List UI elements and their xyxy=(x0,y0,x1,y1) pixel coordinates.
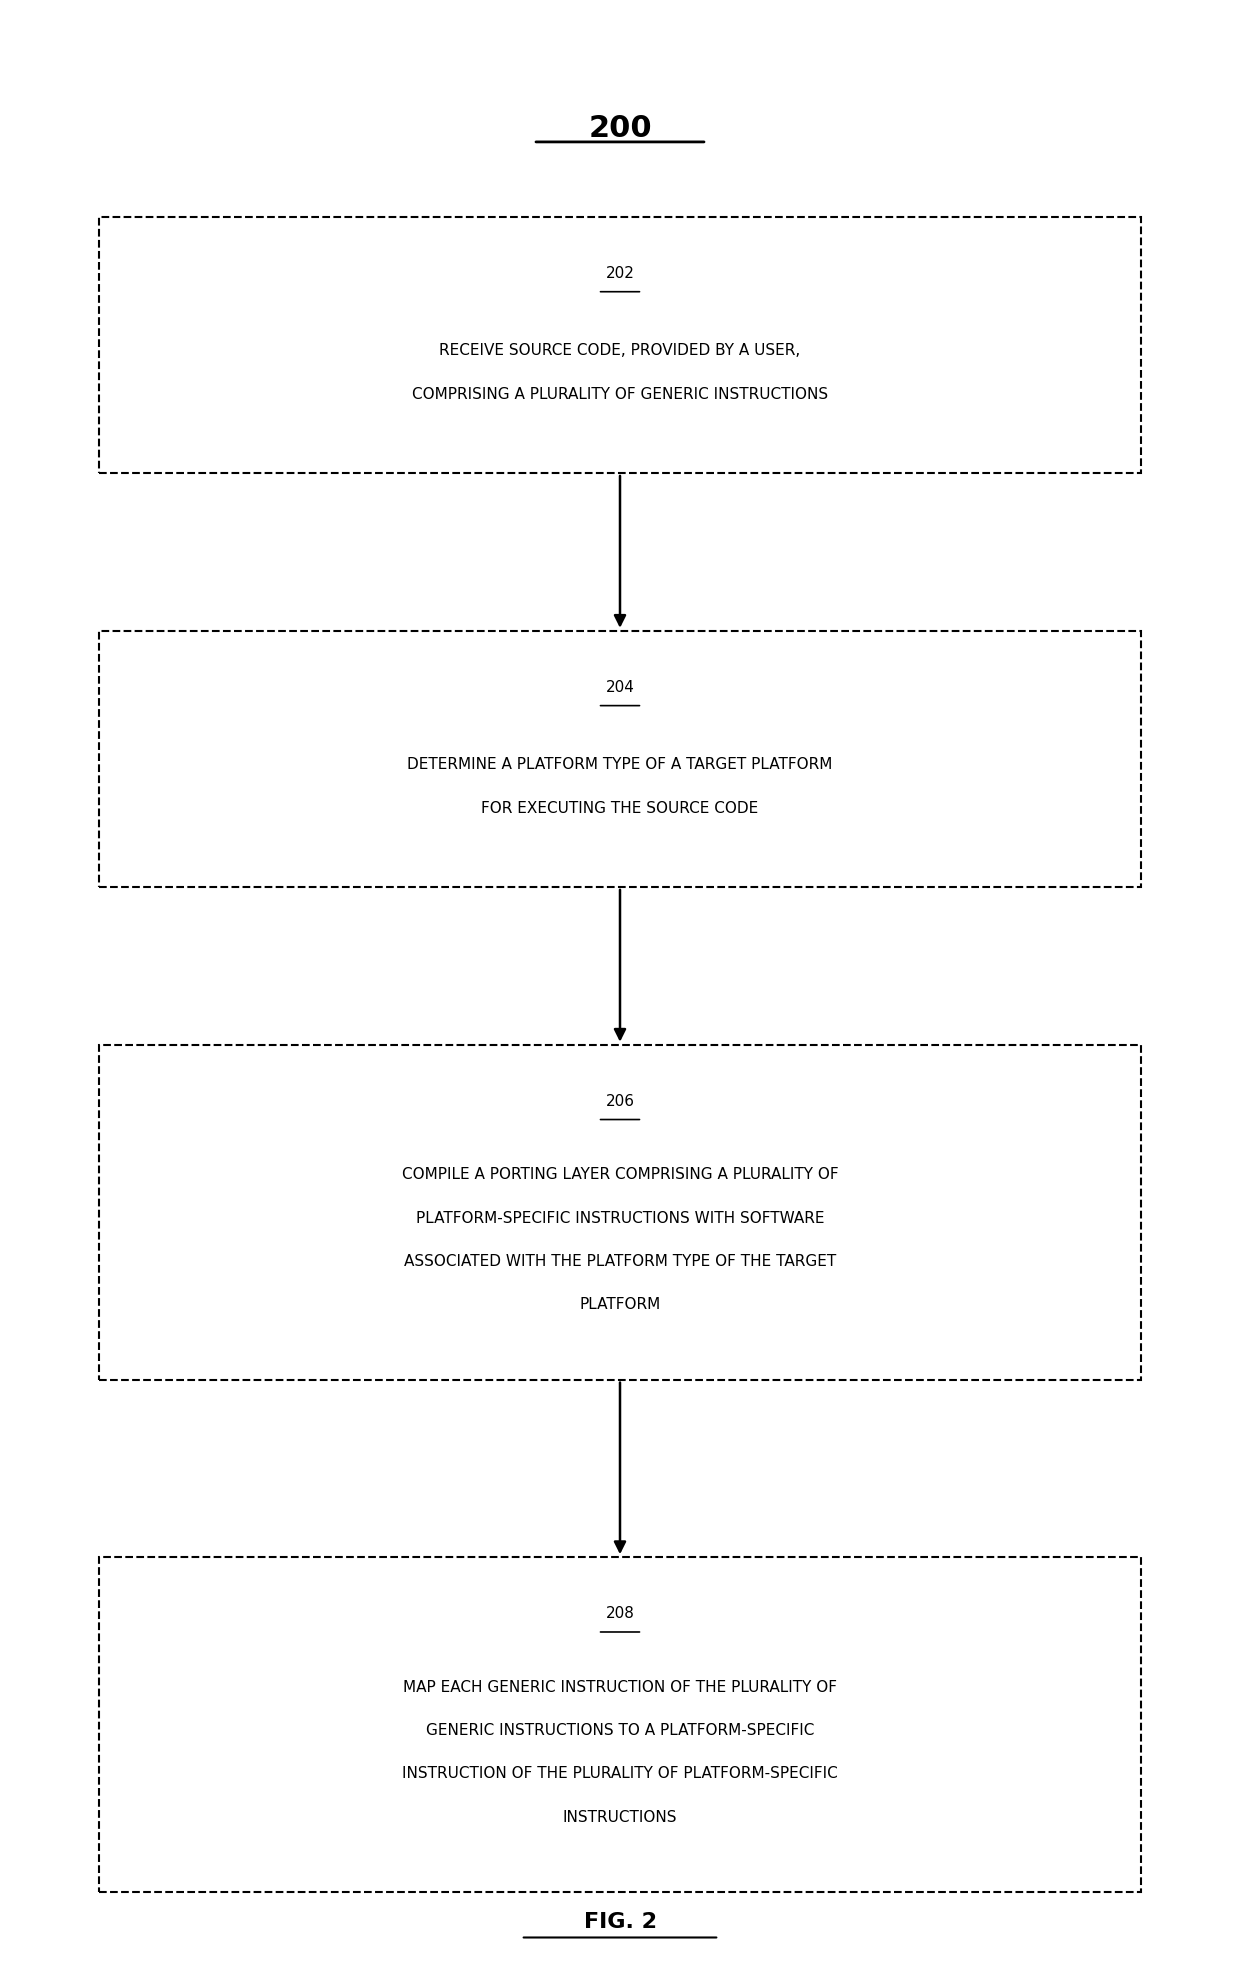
Text: 202: 202 xyxy=(605,266,635,282)
Text: COMPRISING A PLURALITY OF GENERIC INSTRUCTIONS: COMPRISING A PLURALITY OF GENERIC INSTRU… xyxy=(412,386,828,402)
FancyBboxPatch shape xyxy=(99,631,1141,887)
Text: FIG. 2: FIG. 2 xyxy=(584,1912,656,1932)
Text: RECEIVE SOURCE CODE, PROVIDED BY A USER,: RECEIVE SOURCE CODE, PROVIDED BY A USER, xyxy=(439,343,801,359)
Text: COMPILE A PORTING LAYER COMPRISING A PLURALITY OF: COMPILE A PORTING LAYER COMPRISING A PLU… xyxy=(402,1167,838,1183)
Text: GENERIC INSTRUCTIONS TO A PLATFORM-SPECIFIC: GENERIC INSTRUCTIONS TO A PLATFORM-SPECI… xyxy=(425,1723,815,1738)
Text: INSTRUCTIONS: INSTRUCTIONS xyxy=(563,1809,677,1825)
Text: PLATFORM-SPECIFIC INSTRUCTIONS WITH SOFTWARE: PLATFORM-SPECIFIC INSTRUCTIONS WITH SOFT… xyxy=(415,1210,825,1226)
Text: PLATFORM: PLATFORM xyxy=(579,1297,661,1313)
Text: INSTRUCTION OF THE PLURALITY OF PLATFORM-SPECIFIC: INSTRUCTION OF THE PLURALITY OF PLATFORM… xyxy=(402,1766,838,1782)
FancyBboxPatch shape xyxy=(99,1045,1141,1380)
Text: ASSOCIATED WITH THE PLATFORM TYPE OF THE TARGET: ASSOCIATED WITH THE PLATFORM TYPE OF THE… xyxy=(404,1254,836,1269)
Text: 204: 204 xyxy=(605,680,635,696)
Text: DETERMINE A PLATFORM TYPE OF A TARGET PLATFORM: DETERMINE A PLATFORM TYPE OF A TARGET PL… xyxy=(407,757,833,773)
Text: 206: 206 xyxy=(605,1094,635,1110)
Text: 200: 200 xyxy=(588,114,652,142)
Text: 208: 208 xyxy=(605,1606,635,1622)
Text: MAP EACH GENERIC INSTRUCTION OF THE PLURALITY OF: MAP EACH GENERIC INSTRUCTION OF THE PLUR… xyxy=(403,1679,837,1695)
Text: FOR EXECUTING THE SOURCE CODE: FOR EXECUTING THE SOURCE CODE xyxy=(481,800,759,816)
FancyBboxPatch shape xyxy=(99,1557,1141,1892)
FancyBboxPatch shape xyxy=(99,217,1141,473)
